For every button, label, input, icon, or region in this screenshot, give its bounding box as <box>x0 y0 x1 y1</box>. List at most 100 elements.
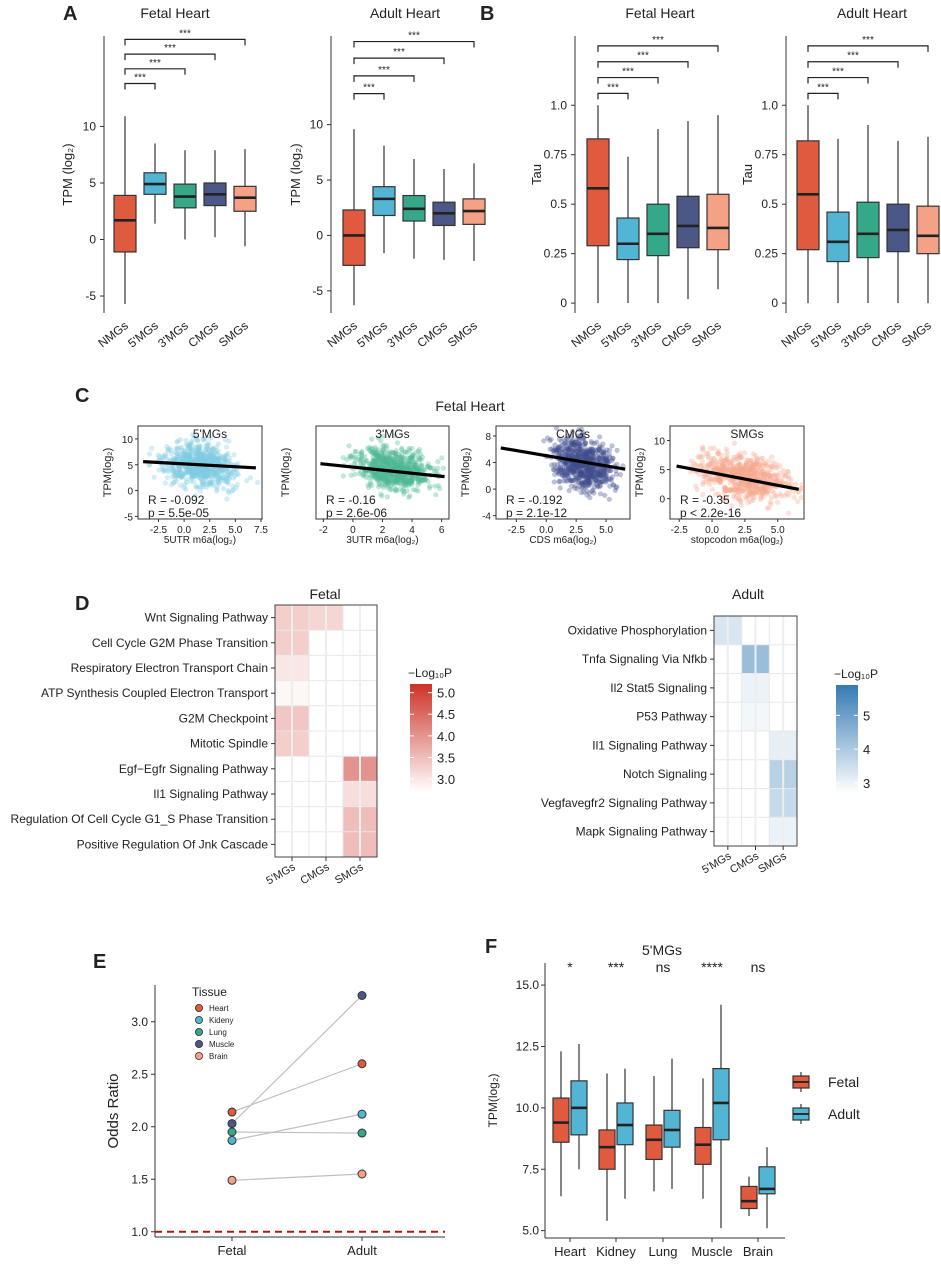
scatter-point-c3 <box>576 446 582 452</box>
scatter-point-c4 <box>768 495 775 501</box>
scatter-point-c2 <box>424 463 431 470</box>
scatter-point-c1 <box>208 445 214 451</box>
scatter-point-c3 <box>603 472 609 478</box>
scatter-point-c4 <box>780 467 786 473</box>
scatter-point-c4 <box>753 461 759 467</box>
scatter-point-c3 <box>604 457 610 463</box>
scatter-point-c4 <box>774 465 780 471</box>
scatter-point-c4 <box>718 479 724 486</box>
scatter-point-c3 <box>594 468 600 475</box>
scatter-point-c2 <box>404 464 410 470</box>
scatter-point-c1 <box>159 463 166 469</box>
scatter-point-c2 <box>407 476 413 482</box>
scatter-point-c3 <box>562 462 568 468</box>
scatter-point-c2 <box>385 463 391 470</box>
scatter-point-c4 <box>757 468 763 474</box>
scatter-point-c1 <box>204 473 211 479</box>
scatter-point-c4 <box>747 459 753 465</box>
scatter-point-c4 <box>703 451 709 457</box>
scatter-point-c2 <box>417 474 424 481</box>
scatter-point-c1 <box>221 456 227 462</box>
scatter-point-c1 <box>211 468 217 474</box>
scatter-point-c4 <box>695 453 701 459</box>
scatter-point-c2 <box>400 480 407 486</box>
scatter-point-c1 <box>181 470 187 476</box>
scatter-point-c1 <box>178 474 185 480</box>
scatter-point-c2 <box>409 462 415 468</box>
scatter-point-c3 <box>561 467 567 474</box>
scatter-point-c1 <box>192 473 198 479</box>
scatter-point-c4 <box>753 461 759 467</box>
scatter-point-c3 <box>604 447 610 453</box>
scatter-point-c1 <box>192 448 199 455</box>
scatter-point-c3 <box>568 478 575 484</box>
legend-title-e: Tissue <box>192 985 227 999</box>
scatter-point-c4 <box>710 474 717 480</box>
scatter-point-c4 <box>724 467 731 474</box>
x-tick-label-c3: 0.0 <box>539 525 553 536</box>
scatter-point-c4 <box>721 485 727 491</box>
scatter-point-c1 <box>196 466 203 472</box>
scatter-point-c3 <box>570 467 576 473</box>
scatter-point-c3 <box>587 479 593 485</box>
scatter-point-c2 <box>376 480 382 486</box>
scatter-point-c3 <box>584 452 590 458</box>
scatter-point-c4 <box>759 487 765 493</box>
scatter-point-c2 <box>372 444 378 451</box>
scatter-point-c2 <box>403 474 409 480</box>
scatter-point-c2 <box>382 455 388 461</box>
scatter-point-c1 <box>184 442 190 449</box>
scatter-point-c1 <box>200 474 206 480</box>
scatter-point-c2 <box>374 476 381 482</box>
scatter-point-c4 <box>722 488 728 494</box>
scatter-point-c4 <box>752 462 758 468</box>
scatter-point-c3 <box>579 449 585 456</box>
scatter-point-c1 <box>216 456 222 462</box>
scatter-point-c4 <box>705 454 712 461</box>
scatter-point-c4 <box>721 465 727 471</box>
scatter-point-c2 <box>435 458 441 465</box>
scatter-point-c2 <box>381 458 388 464</box>
scatter-point-c4 <box>719 462 725 468</box>
scatter-point-c1 <box>200 457 207 464</box>
scatter-point-c2 <box>389 449 396 455</box>
x-tick-label-b1: SMGs <box>689 318 724 350</box>
scatter-point-c4 <box>717 479 724 485</box>
scatter-point-c2 <box>369 469 375 475</box>
scatter-point-c2 <box>402 479 409 485</box>
scatter-point-c4 <box>760 463 766 469</box>
scatter-point-c1 <box>232 473 238 479</box>
scatter-point-c1 <box>185 469 191 476</box>
scatter-point-c4 <box>747 490 753 497</box>
scatter-point-c2 <box>406 479 412 486</box>
scatter-point-c3 <box>568 463 574 469</box>
scatter-point-c2 <box>348 453 354 460</box>
scatter-point-c2 <box>393 478 399 485</box>
scatter-point-c4 <box>739 488 745 494</box>
scatter-point-c3 <box>591 484 597 490</box>
scatter-point-c2 <box>422 477 428 483</box>
scatter-point-c3 <box>574 452 580 458</box>
scatter-point-c3 <box>549 462 555 468</box>
scatter-point-c1 <box>183 453 189 459</box>
scatter-point-c4 <box>766 485 772 491</box>
scatter-point-c1 <box>165 448 171 454</box>
scatter-point-c1 <box>189 467 195 473</box>
scatter-point-c1 <box>204 453 210 459</box>
scatter-point-c4 <box>709 486 715 493</box>
scatter-point-c2 <box>405 465 411 471</box>
scatter-point-c4 <box>727 466 733 473</box>
scatter-point-c4 <box>743 464 749 470</box>
scatter-point-c3 <box>573 449 580 455</box>
scatter-point-c4 <box>732 490 738 497</box>
scatter-point-c2 <box>388 456 395 462</box>
scatter-point-c3 <box>564 470 571 476</box>
scatter-point-c4 <box>692 462 698 468</box>
scatter-point-c1 <box>185 469 191 475</box>
scatter-point-c3 <box>581 451 587 457</box>
scatter-point-c1 <box>222 459 228 465</box>
scatter-point-c1 <box>197 454 203 460</box>
scatter-point-c3 <box>556 471 562 477</box>
scatter-point-c3 <box>593 447 599 453</box>
scatter-point-c1 <box>187 453 193 459</box>
